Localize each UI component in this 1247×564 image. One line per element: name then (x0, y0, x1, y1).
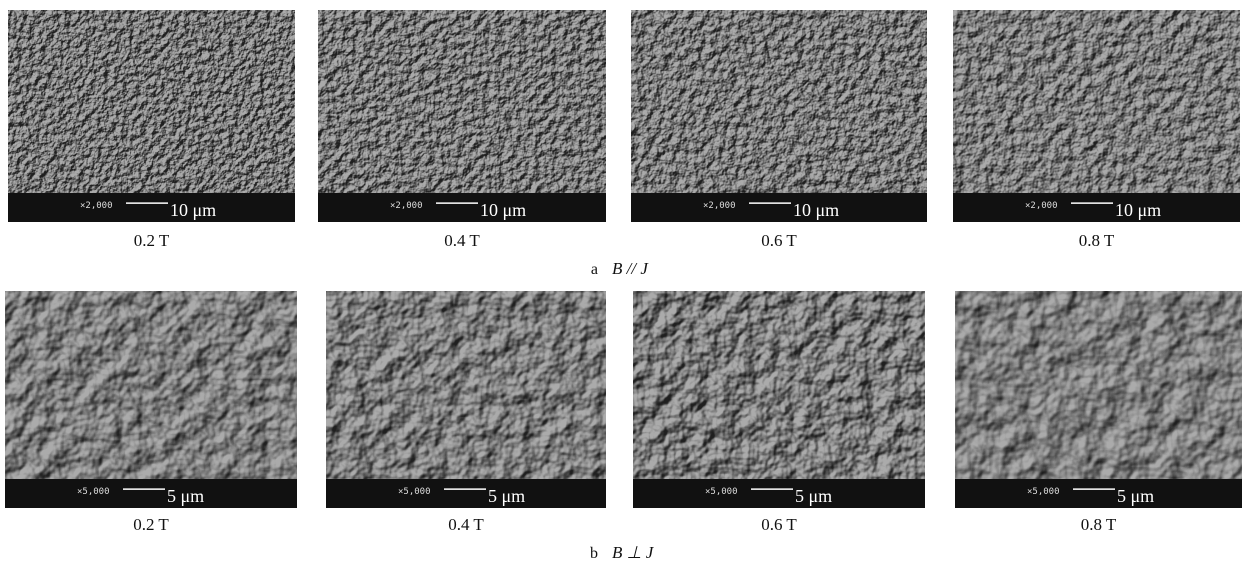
scale-bar-strip (953, 193, 1240, 222)
row-label: b (590, 545, 598, 562)
sem-image (631, 10, 927, 193)
sem-panel: ×2,000 10 μm0.2 T (8, 10, 295, 250)
scale-bar-strip (8, 193, 295, 222)
magnification: ×5,000 (705, 487, 738, 497)
row-label: a (591, 261, 598, 278)
sem-image (953, 10, 1240, 193)
sem-image (633, 291, 925, 479)
panel-caption: 0.4 T (444, 231, 480, 250)
scale-bar-strip (631, 193, 927, 222)
panel-caption: 0.6 T (761, 231, 797, 250)
scale-bar-strip (955, 479, 1242, 508)
magnification: ×2,000 (80, 201, 113, 211)
scale-label: 10 μm (170, 200, 216, 220)
scale-bar-strip (326, 479, 606, 508)
sem-image (326, 291, 606, 479)
scale-bar-strip (318, 193, 606, 222)
magnification: ×5,000 (398, 487, 431, 497)
scale-label: 10 μm (1115, 200, 1161, 220)
scale-bar-strip (633, 479, 925, 508)
magnification: ×2,000 (1025, 201, 1058, 211)
scale-label: 10 μm (793, 200, 839, 220)
sem-image (5, 291, 297, 479)
figure: ×2,00010 μm0.2 T×2,00010 μm0.4 T×2,00010… (0, 0, 1247, 564)
sem-panel: ×2,000 10 μm0.8 T (953, 10, 1240, 250)
panel-caption: 0.8 T (1081, 515, 1117, 534)
sem-panel: ×5,000 5 μm 0.6 T (633, 291, 925, 534)
scale-label: 5 μm (488, 486, 525, 506)
sem-image (8, 10, 295, 193)
panel-caption: 0.4 T (448, 515, 484, 534)
panel-caption: 0.6 T (761, 515, 797, 534)
magnification: ×2,000 (390, 201, 423, 211)
scale-label: 10 μm (480, 200, 526, 220)
panel-caption: 0.2 T (134, 231, 170, 250)
row-condition: B ⊥ J (612, 543, 655, 562)
magnification: ×2,000 (703, 201, 736, 211)
sem-image (318, 10, 606, 193)
magnification: ×5,000 (1027, 487, 1060, 497)
sem-panel: ×5,000 5 μm0.4 T (326, 291, 606, 534)
scale-label: 5 μm (1117, 486, 1154, 506)
sem-image (955, 291, 1242, 479)
sem-panel: ×5,000 5 μm0.8 T (955, 291, 1242, 534)
sem-panel: ×2,000 10 μm0.4 T (318, 10, 606, 250)
scale-label: 5 μm (167, 486, 204, 506)
magnification: ×5,000 (77, 487, 110, 497)
row-condition: B // J (612, 259, 649, 278)
sem-panel: ×5,000 5 μm 0.2 T (5, 291, 297, 534)
scale-bar-strip (5, 479, 297, 508)
sem-panel: ×2,000 10 μm 0.6 T (631, 10, 927, 250)
panel-caption: 0.2 T (133, 515, 169, 534)
scale-label: 5 μm (795, 486, 832, 506)
panel-caption: 0.8 T (1079, 231, 1115, 250)
